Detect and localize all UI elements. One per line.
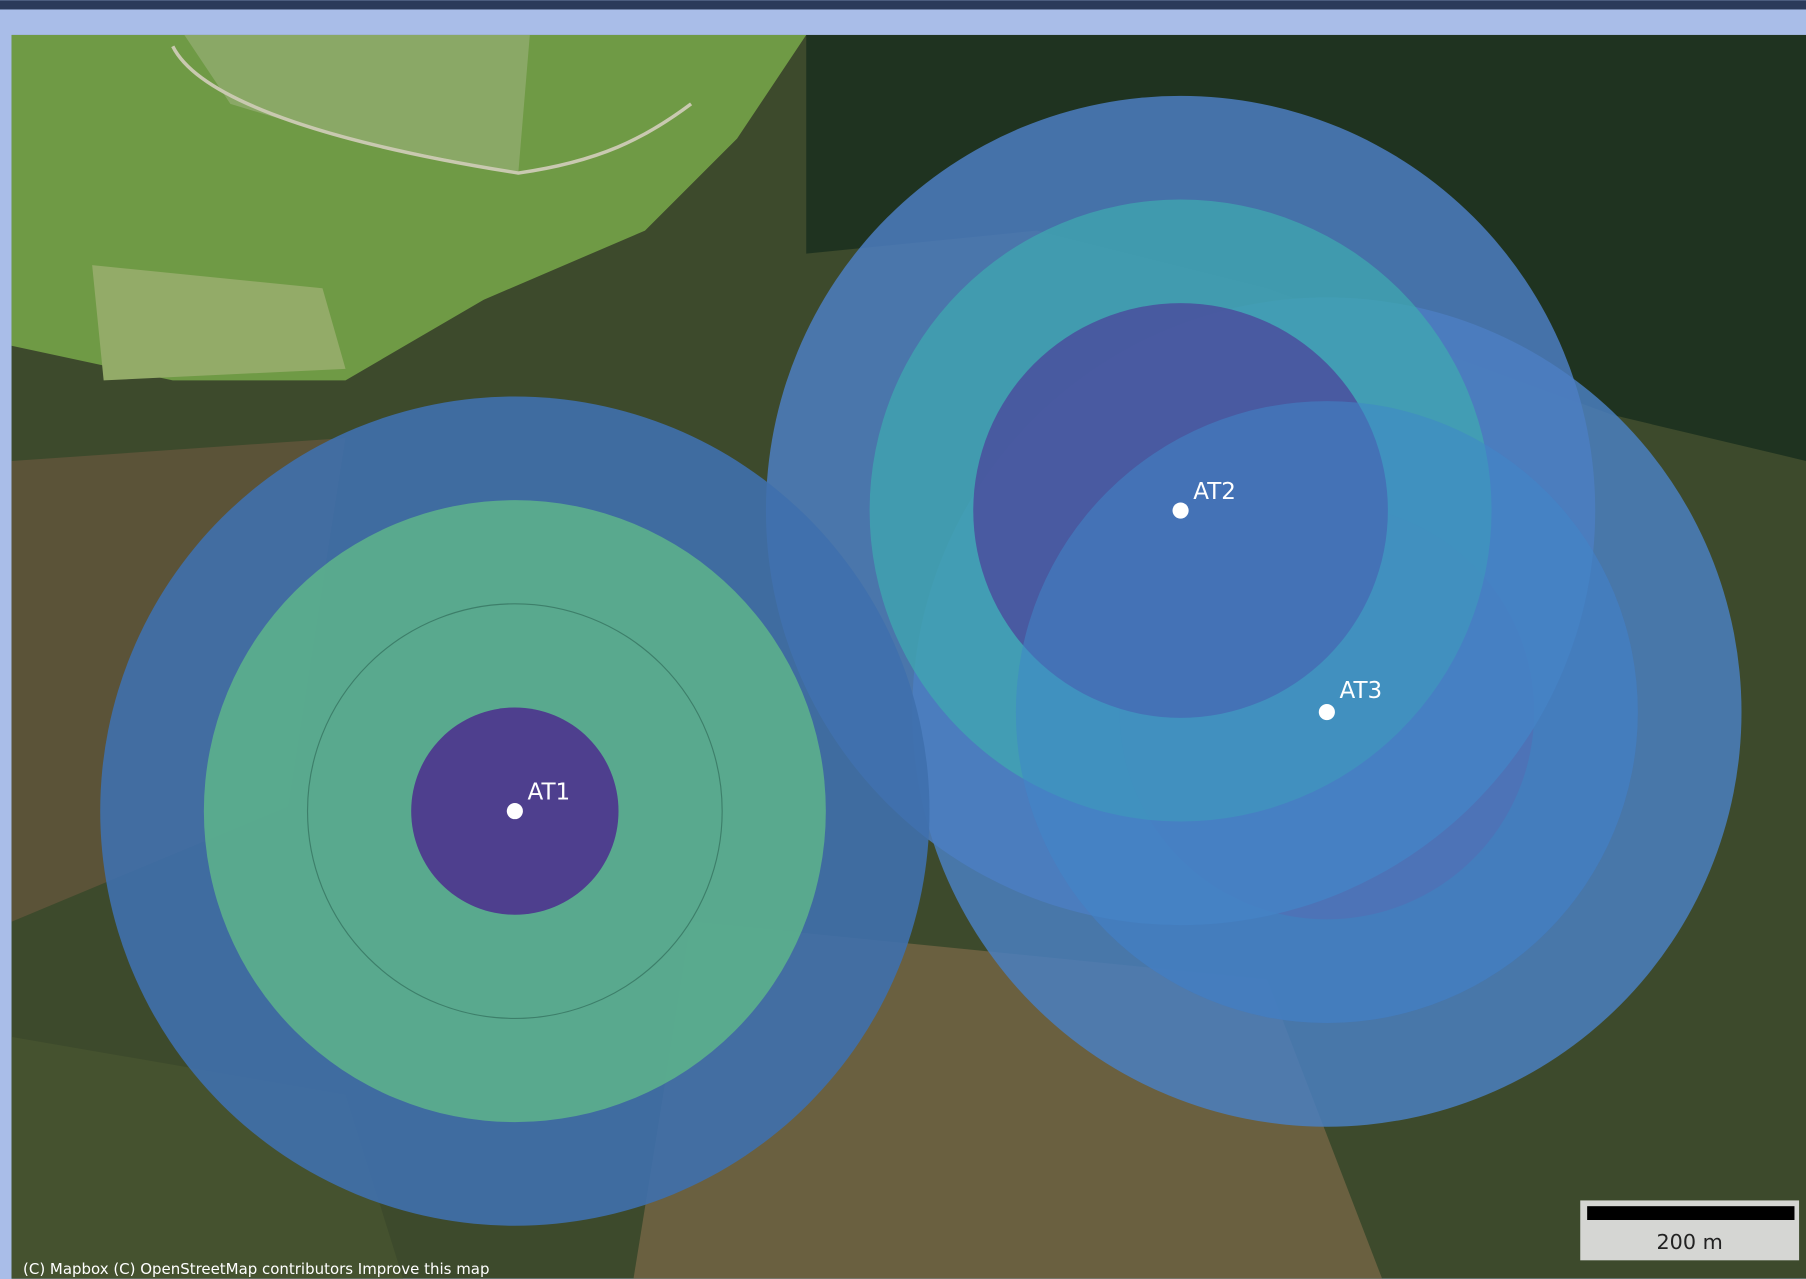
frame-top	[0, 0, 1806, 10]
marker-dot[interactable]	[506, 803, 523, 820]
marker-dot[interactable]	[1172, 502, 1189, 519]
field	[92, 265, 346, 381]
scale-label: 200 m	[1657, 1230, 1723, 1254]
map: AT1 AT2 AT3 200 m (C) Mapbox (C) OpenStr…	[11, 34, 1806, 1279]
attribution[interactable]: (C) Mapbox (C) OpenStreetMap contributor…	[23, 1260, 489, 1278]
marker-dot[interactable]	[1318, 704, 1335, 721]
marker-label: AT3	[1340, 678, 1383, 704]
scale-bar	[1587, 1206, 1795, 1220]
road	[171, 45, 693, 175]
marker-label: AT2	[1193, 479, 1236, 505]
ring-line	[306, 603, 723, 1020]
field	[184, 34, 530, 174]
marker-label: AT1	[528, 780, 571, 806]
